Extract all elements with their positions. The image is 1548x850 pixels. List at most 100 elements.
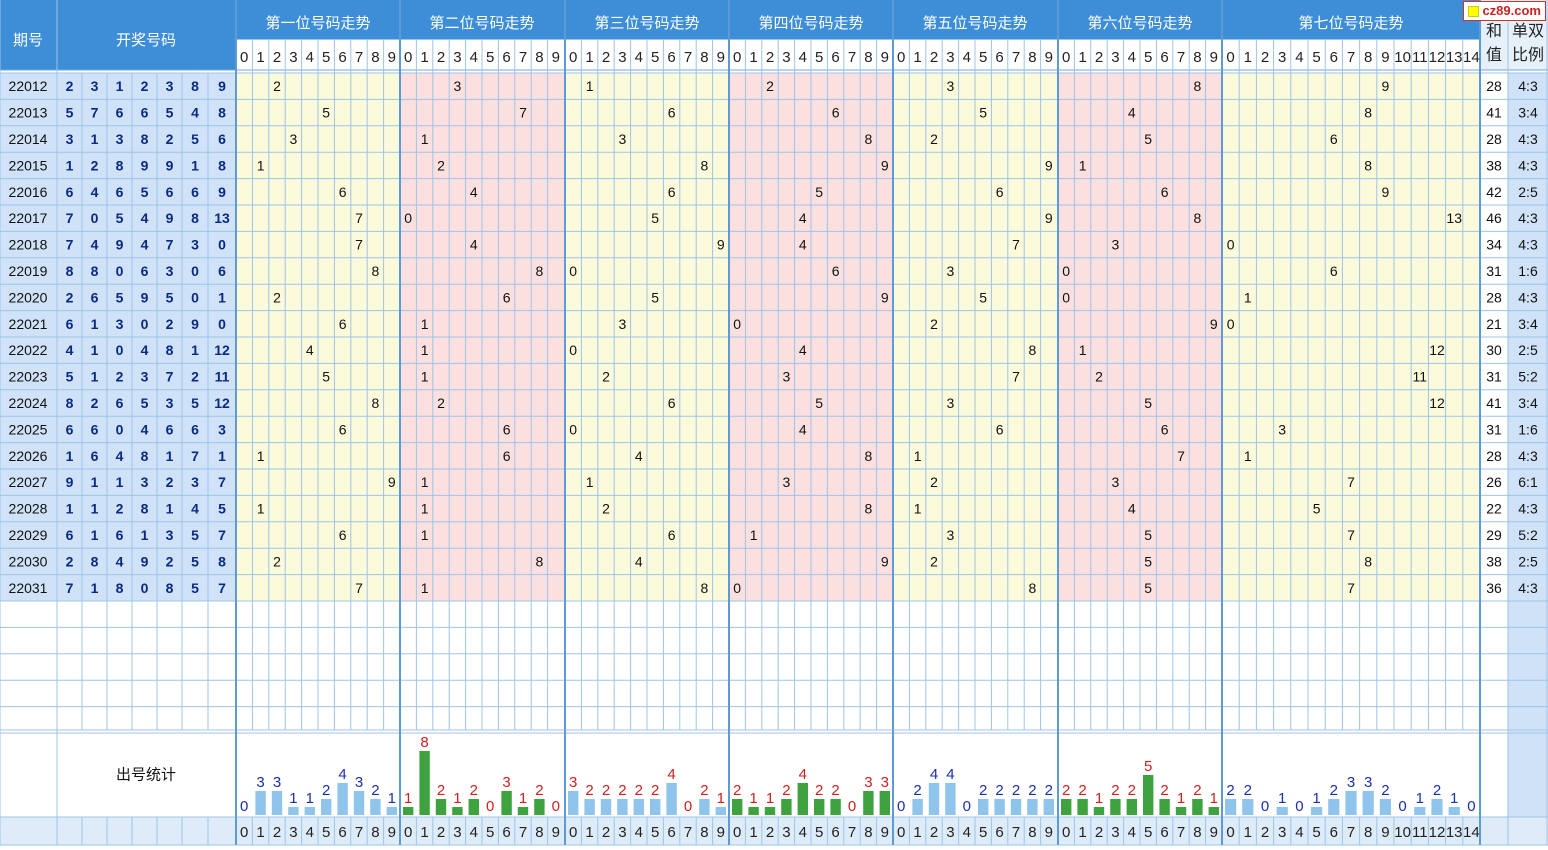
footer-digit-label: 2 — [930, 824, 938, 841]
stat-bar — [1093, 807, 1105, 815]
digit-column-header: 9 — [881, 49, 889, 66]
position-header: 第五位号码走势 — [922, 14, 1027, 32]
digit-column-header: 8 — [1028, 49, 1036, 66]
stat-value: 2 — [1078, 782, 1086, 799]
stat-value: 1 — [749, 790, 757, 807]
trend-marker: 6 — [1330, 263, 1338, 279]
stat-bar — [255, 791, 266, 815]
footer-digit-label: 3 — [946, 824, 954, 841]
digit-column-header: 9 — [388, 49, 396, 66]
digit-column-header: 5 — [815, 49, 823, 66]
draw-number-cell: 1 — [141, 527, 149, 543]
draw-number-cell: 8 — [116, 580, 124, 596]
stat-bar — [650, 799, 661, 815]
site-logo[interactable]: cz89.com — [1463, 1, 1546, 21]
trend-marker: 1 — [1079, 342, 1087, 358]
footer-digit-label: 5 — [815, 824, 823, 841]
digit-column-header: 5 — [979, 49, 987, 66]
trend-marker: 2 — [602, 501, 610, 517]
draw-number-cell: 2 — [166, 553, 174, 569]
stat-value: 2 — [322, 782, 330, 799]
sum-header: 和 — [1486, 22, 1502, 40]
stat-bar — [353, 791, 365, 815]
sum-cell: 31 — [1486, 263, 1502, 279]
stat-value: 2 — [1193, 782, 1201, 799]
digit-column-header: 9 — [1381, 49, 1389, 66]
stat-bar — [403, 807, 414, 815]
digit-column-header: 3 — [289, 49, 297, 66]
footer-digit-label: 8 — [864, 824, 872, 841]
digit-column-header: 7 — [848, 49, 856, 66]
draw-number-cell: 4 — [141, 342, 149, 358]
stat-bar — [321, 799, 332, 815]
ratio-cell: 2:5 — [1518, 342, 1538, 358]
draw-number-cell: 7 — [218, 580, 226, 596]
footer-digit-label: 3 — [289, 824, 297, 841]
trend-marker: 9 — [717, 237, 725, 253]
footer-digit-label: 1 — [913, 824, 921, 841]
footer-digit-label: 6 — [995, 824, 1003, 841]
stat-bar — [1311, 807, 1323, 815]
stat-value: 3 — [864, 774, 872, 791]
stat-bar — [633, 799, 644, 815]
draw-number-cell: 1 — [91, 131, 99, 147]
draw-number-cell: 1 — [91, 369, 99, 385]
draw-number-cell: 0 — [191, 263, 199, 279]
footer-digit-label: 0 — [897, 824, 905, 841]
digit-column-header: 5 — [1144, 49, 1152, 66]
trend-marker: 11 — [1413, 369, 1428, 385]
stat-value: 0 — [486, 798, 494, 815]
stat-bar — [994, 799, 1005, 815]
stat-bar — [781, 799, 792, 815]
draw-number-cell: 1 — [91, 501, 99, 517]
stat-value: 2 — [733, 782, 741, 799]
digit-column-header: 3 — [618, 49, 626, 66]
footer-digit-label: 6 — [831, 824, 839, 841]
footer-digit-label: 0 — [569, 824, 577, 841]
trend-marker: 5 — [322, 369, 330, 385]
stat-value: 2 — [535, 782, 543, 799]
trend-marker: 7 — [1347, 474, 1355, 490]
digit-column-header: 4 — [1295, 49, 1303, 66]
trend-marker: 9 — [1382, 184, 1390, 200]
trend-marker: 4 — [799, 421, 807, 437]
draw-number-cell: 1 — [91, 316, 99, 332]
stat-value: 2 — [1012, 782, 1020, 799]
digit-column-header: 6 — [338, 49, 346, 66]
stat-bar — [1328, 799, 1340, 815]
digit-column-header: 14 — [1463, 49, 1480, 66]
header-background — [236, 0, 1480, 40]
draw-number-cell: 4 — [66, 342, 74, 358]
stats-label: 出号统计 — [116, 767, 176, 784]
digit-column-header: 3 — [1278, 49, 1286, 66]
draw-number-cell: 8 — [66, 263, 74, 279]
sum-cell: 22 — [1486, 501, 1502, 517]
stat-bar — [1175, 807, 1187, 815]
footer-digit-label: 1 — [256, 824, 264, 841]
trend-marker: 5 — [815, 184, 823, 200]
trend-marker: 8 — [1194, 78, 1202, 94]
trend-marker: 6 — [503, 448, 511, 464]
draw-number-cell: 4 — [191, 105, 199, 121]
stat-bar — [600, 799, 612, 815]
digit-column-header: 2 — [766, 49, 774, 66]
trend-marker: 3 — [454, 78, 462, 94]
digit-column-header: 1 — [749, 49, 757, 66]
footer-digit-label: 2 — [273, 824, 281, 841]
draw-number-cell: 2 — [166, 474, 174, 490]
stat-value: 1 — [306, 790, 314, 807]
footer-digit-label: 8 — [1364, 824, 1372, 841]
trend-marker: 9 — [388, 474, 396, 490]
digit-column-header: 0 — [897, 49, 905, 66]
digit-column-header: 6 — [667, 49, 675, 66]
footer-digit-label: 0 — [1226, 824, 1234, 841]
sum-cell: 42 — [1486, 184, 1502, 200]
ratio-cell: 4:3 — [1518, 501, 1538, 517]
stat-bar — [1027, 799, 1038, 815]
footer-digit-label: 3 — [618, 824, 626, 841]
digit-column-header: 1 — [1078, 49, 1086, 66]
ratio-cell: 4:3 — [1518, 289, 1538, 305]
digit-column-header: 10 — [1394, 49, 1411, 66]
trend-marker: 4 — [635, 448, 643, 464]
draw-number-cell: 3 — [91, 78, 99, 94]
